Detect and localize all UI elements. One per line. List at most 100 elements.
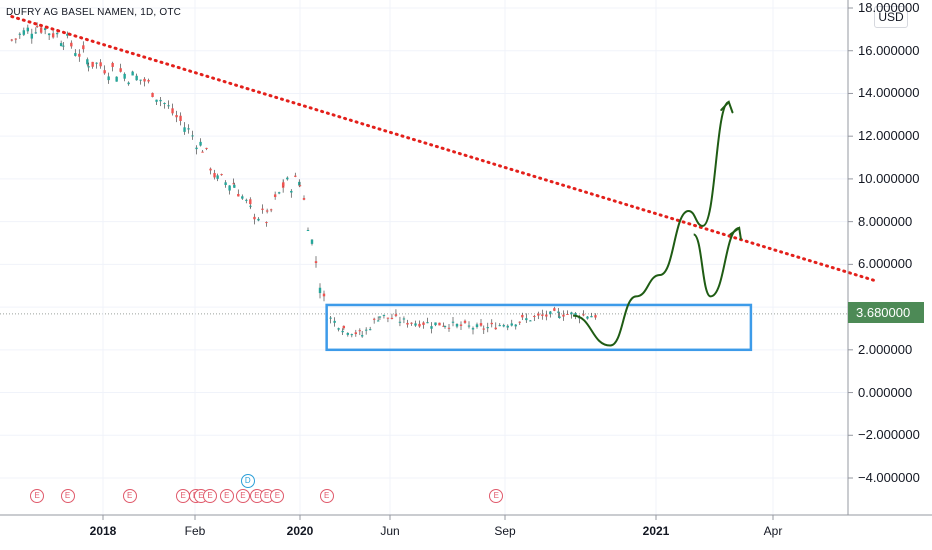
- price-tick-label: 8.000000: [858, 213, 913, 229]
- candle-body: [314, 261, 318, 264]
- candle-body: [183, 127, 186, 132]
- candle-body: [467, 325, 471, 327]
- earnings-event-marker[interactable]: E: [203, 489, 218, 503]
- candle-body: [111, 62, 114, 67]
- candle-body: [265, 222, 268, 224]
- candle-body: [498, 325, 501, 327]
- candle-body: [107, 76, 110, 81]
- candle-body: [233, 184, 236, 188]
- candle-body: [342, 325, 346, 329]
- candle-body: [376, 320, 380, 322]
- price-tick-label: 0.000000: [858, 384, 913, 400]
- candle-body: [201, 151, 204, 153]
- candle-body: [418, 323, 421, 327]
- candle-body: [549, 311, 552, 315]
- earnings-event-marker[interactable]: E: [60, 489, 75, 503]
- candle-body: [302, 198, 306, 200]
- candle-body: [257, 218, 260, 221]
- candle-body: [163, 102, 166, 104]
- candle-body: [479, 323, 483, 326]
- earnings-event-marker[interactable]: E: [122, 489, 137, 503]
- candle-body: [253, 216, 256, 220]
- dividend-event-marker[interactable]: D: [240, 474, 255, 488]
- candle-body: [541, 314, 544, 316]
- earnings-event-marker[interactable]: E: [270, 489, 285, 503]
- candle-body: [143, 78, 146, 82]
- candle-body: [582, 314, 585, 316]
- earnings-event-marker[interactable]: E: [235, 489, 250, 503]
- candle-body: [39, 27, 43, 33]
- candle-body: [298, 185, 302, 187]
- candle-body: [249, 205, 252, 207]
- earnings-event-marker[interactable]: E: [489, 489, 504, 503]
- candle-body: [378, 316, 382, 318]
- candle-body: [74, 53, 77, 56]
- candle-body: [422, 322, 425, 325]
- candle-body: [447, 327, 451, 329]
- candle-body: [123, 73, 126, 79]
- candle-body: [494, 327, 497, 330]
- candle-body: [486, 327, 489, 329]
- candle-body: [386, 317, 390, 319]
- time-tick-label: Feb: [184, 524, 206, 538]
- candle-body: [406, 322, 409, 325]
- price-tick-label: 12.000000: [858, 128, 920, 144]
- projection-path: [572, 101, 730, 347]
- candle-body: [398, 321, 402, 323]
- earnings-event-marker[interactable]: E: [30, 489, 45, 503]
- candle-body: [502, 325, 505, 327]
- candle-body: [127, 82, 130, 85]
- projection-arrowhead-2: [729, 226, 742, 240]
- candle-body: [18, 33, 22, 35]
- candle-body: [167, 105, 170, 107]
- candle-body: [179, 115, 182, 121]
- candle-body: [364, 329, 368, 331]
- candle-body: [350, 334, 354, 336]
- trendline: [10, 15, 880, 283]
- candle-body: [261, 208, 264, 210]
- candle-body: [558, 316, 561, 319]
- candle-body: [298, 181, 301, 186]
- candle-body: [438, 322, 441, 326]
- candle-body: [228, 185, 231, 191]
- candle-body: [237, 193, 240, 197]
- candle-body: [26, 27, 30, 32]
- time-tick-label: 2021: [642, 524, 670, 538]
- candle-body: [341, 330, 344, 333]
- candle-body: [95, 62, 98, 64]
- candle-body: [521, 314, 524, 318]
- candle-body: [562, 314, 565, 317]
- time-tick-label: 2020: [286, 524, 314, 538]
- candle-body: [594, 315, 597, 318]
- candle-body: [62, 45, 65, 47]
- candle-body: [333, 320, 336, 323]
- candle-body: [394, 314, 398, 316]
- projection-path-2: [692, 227, 740, 298]
- candle-body: [482, 328, 485, 330]
- candle-body: [360, 335, 364, 337]
- price-tick-label: 16.000000: [858, 42, 920, 58]
- candle-body: [346, 332, 350, 335]
- candle-body: [475, 324, 479, 328]
- projection-arrowhead: [720, 100, 734, 114]
- candle-body: [220, 174, 223, 176]
- candle-body: [191, 135, 194, 137]
- candle-body: [147, 80, 150, 82]
- time-tick-label: Sep: [494, 524, 516, 538]
- candle-body: [372, 318, 376, 320]
- candle-body: [269, 209, 273, 211]
- candle-body: [443, 326, 447, 328]
- time-tick-label: Jun: [380, 524, 400, 538]
- earnings-event-marker[interactable]: E: [319, 489, 334, 503]
- currency-button[interactable]: USD: [874, 6, 908, 28]
- candle-body: [410, 322, 413, 324]
- candle-body: [286, 177, 289, 180]
- earnings-event-marker[interactable]: E: [219, 489, 234, 503]
- candle-body: [209, 168, 212, 171]
- candle-body: [241, 196, 244, 199]
- range-box: [325, 303, 753, 352]
- candle-body: [199, 141, 202, 146]
- price-tick-label: 18.000000: [858, 0, 920, 15]
- price-tick-label: 10.000000: [858, 170, 920, 186]
